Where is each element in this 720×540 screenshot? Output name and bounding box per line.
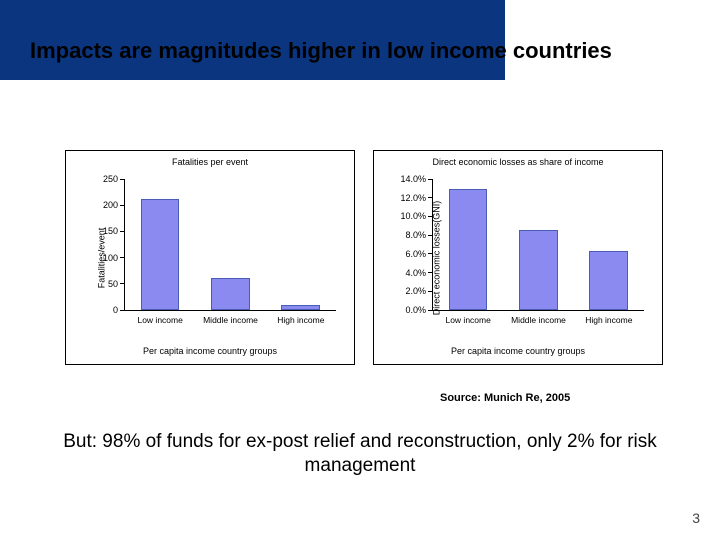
ytick	[120, 231, 125, 232]
ytick	[428, 197, 433, 198]
ytick-label: 10.0%	[392, 211, 426, 221]
chart-left-title: Fatalities per event	[66, 157, 354, 167]
chart-left-xlabel: Per capita income country groups	[66, 346, 354, 356]
chart-right-title: Direct economic losses as share of incom…	[374, 157, 662, 167]
xtick-label: Low income	[445, 315, 490, 325]
ytick	[120, 179, 125, 180]
ytick-label: 2.0%	[392, 286, 426, 296]
bottom-text: But: 98% of funds for ex-post relief and…	[60, 430, 660, 478]
chart-right-plot: 0.0%2.0%4.0%6.0%8.0%10.0%12.0%14.0%Low i…	[432, 179, 644, 311]
xtick-label: Middle income	[203, 315, 258, 325]
chart-left-plot: 050100150200250Low incomeMiddle incomeHi…	[124, 179, 336, 311]
xtick-label: Middle income	[511, 315, 566, 325]
ytick	[120, 283, 125, 284]
xtick-label: High income	[277, 315, 324, 325]
ytick-label: 150	[84, 226, 118, 236]
source-line: Source: Munich Re, 2005	[440, 392, 570, 404]
ytick-label: 4.0%	[392, 268, 426, 278]
chart-right-panel: Direct economic losses as share of incom…	[373, 150, 663, 365]
ytick	[120, 257, 125, 258]
ytick	[428, 291, 433, 292]
ytick-label: 14.0%	[392, 174, 426, 184]
ytick	[428, 253, 433, 254]
ytick-label: 50	[84, 279, 118, 289]
slide-title: Impacts are magnitudes higher in low inc…	[30, 38, 690, 64]
ytick-label: 250	[84, 174, 118, 184]
bar	[281, 305, 320, 310]
bar	[211, 278, 250, 310]
bar	[141, 199, 180, 310]
ytick-label: 12.0%	[392, 193, 426, 203]
ytick	[120, 205, 125, 206]
ytick	[428, 179, 433, 180]
chart-right-xlabel: Per capita income country groups	[374, 346, 662, 356]
ytick-label: 8.0%	[392, 230, 426, 240]
bar	[449, 189, 488, 310]
ytick-label: 200	[84, 200, 118, 210]
ytick	[428, 272, 433, 273]
bar	[519, 230, 558, 310]
ytick-label: 0	[84, 305, 118, 315]
chart-left-panel: Fatalities per event Fatalities/event 05…	[65, 150, 355, 365]
ytick-label: 100	[84, 253, 118, 263]
charts-row: Fatalities per event Fatalities/event 05…	[65, 150, 665, 365]
ytick	[428, 216, 433, 217]
xtick-label: High income	[585, 315, 632, 325]
ytick-label: 6.0%	[392, 249, 426, 259]
page-number: 3	[692, 510, 700, 526]
ytick	[428, 310, 433, 311]
ytick	[428, 235, 433, 236]
ytick	[120, 310, 125, 311]
xtick-label: Low income	[137, 315, 182, 325]
ytick-label: 0.0%	[392, 305, 426, 315]
bar	[589, 251, 628, 310]
slide: Impacts are magnitudes higher in low inc…	[0, 0, 720, 540]
